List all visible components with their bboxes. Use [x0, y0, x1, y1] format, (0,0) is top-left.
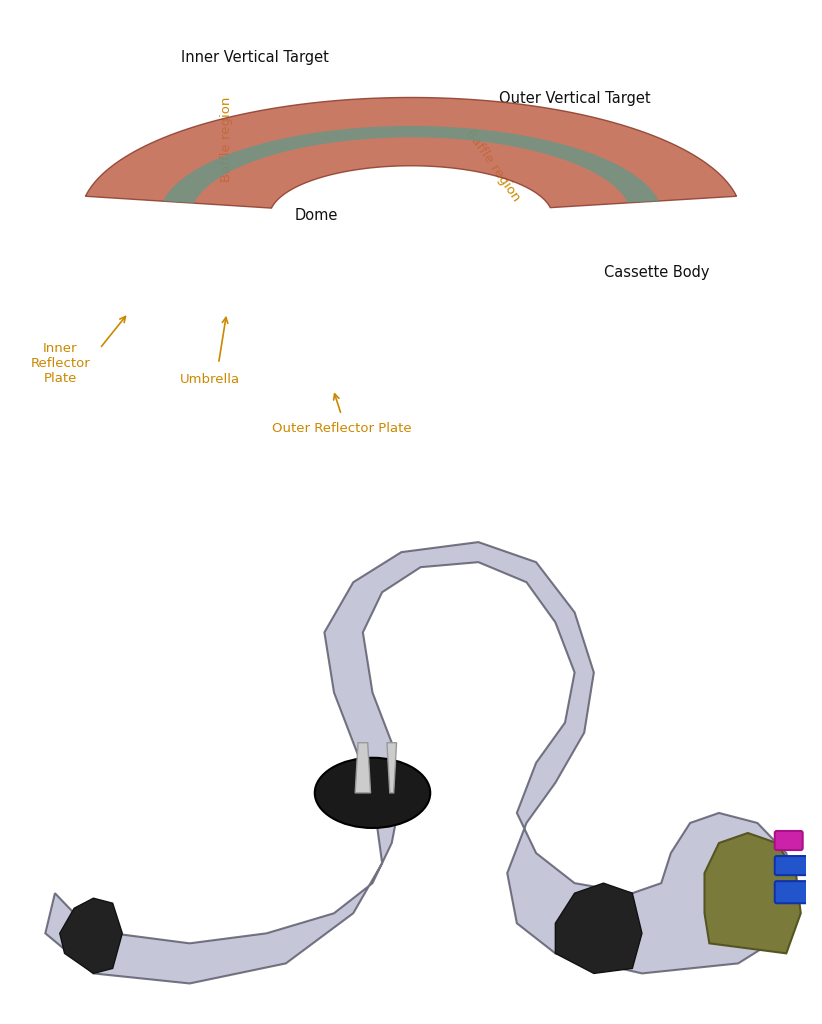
- PathPatch shape: [60, 898, 122, 974]
- Polygon shape: [355, 742, 371, 793]
- Text: Outer Reflector Plate: Outer Reflector Plate: [271, 422, 411, 435]
- Text: Umbrella: Umbrella: [180, 373, 240, 386]
- Ellipse shape: [315, 758, 430, 828]
- Polygon shape: [387, 742, 396, 793]
- FancyBboxPatch shape: [775, 881, 807, 903]
- Text: Inner Vertical Target: Inner Vertical Target: [182, 50, 330, 66]
- Text: Dome: Dome: [295, 208, 339, 223]
- Text: Cassette Body: Cassette Body: [604, 264, 709, 280]
- PathPatch shape: [45, 542, 796, 983]
- Text: Baffle region: Baffle region: [220, 96, 233, 182]
- PathPatch shape: [556, 883, 642, 974]
- FancyBboxPatch shape: [775, 856, 807, 876]
- PathPatch shape: [163, 126, 659, 203]
- PathPatch shape: [704, 833, 801, 953]
- Text: Outer Vertical Target: Outer Vertical Target: [499, 91, 651, 105]
- Text: Inner
Reflector
Plate: Inner Reflector Plate: [30, 342, 90, 385]
- FancyBboxPatch shape: [775, 831, 802, 850]
- PathPatch shape: [85, 97, 737, 208]
- Text: Baffle region: Baffle region: [463, 126, 523, 204]
